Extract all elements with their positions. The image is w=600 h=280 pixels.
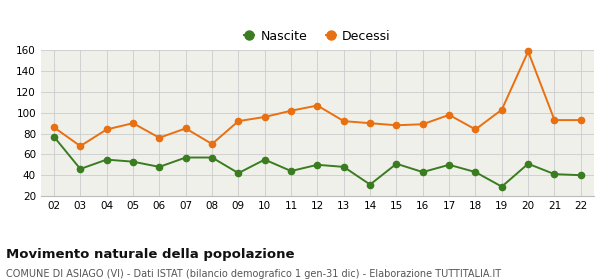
Nascite	[261, 158, 268, 161]
Decessi	[577, 118, 584, 122]
Decessi	[77, 144, 84, 148]
Nascite	[551, 172, 558, 176]
Nascite	[446, 163, 453, 167]
Text: COMUNE DI ASIAGO (VI) - Dati ISTAT (bilancio demografico 1 gen-31 dic) - Elabora: COMUNE DI ASIAGO (VI) - Dati ISTAT (bila…	[6, 269, 501, 279]
Decessi	[393, 123, 400, 127]
Nascite	[235, 171, 242, 175]
Nascite	[208, 156, 215, 159]
Decessi	[235, 120, 242, 123]
Decessi	[551, 118, 558, 122]
Decessi	[50, 126, 58, 129]
Nascite	[50, 135, 58, 138]
Nascite	[419, 171, 427, 174]
Line: Nascite: Nascite	[51, 134, 584, 190]
Nascite	[77, 167, 84, 171]
Decessi	[524, 50, 532, 53]
Nascite	[577, 174, 584, 177]
Nascite	[472, 171, 479, 174]
Nascite	[367, 183, 374, 186]
Decessi	[419, 123, 427, 126]
Legend: Nascite, Decessi: Nascite, Decessi	[239, 25, 396, 48]
Nascite	[498, 185, 505, 188]
Nascite	[287, 169, 295, 173]
Nascite	[314, 163, 321, 167]
Nascite	[524, 162, 532, 165]
Nascite	[130, 160, 137, 163]
Nascite	[182, 156, 189, 159]
Nascite	[340, 165, 347, 169]
Line: Decessi: Decessi	[51, 48, 584, 149]
Decessi	[182, 127, 189, 130]
Decessi	[367, 122, 374, 125]
Decessi	[130, 122, 137, 125]
Decessi	[287, 109, 295, 112]
Decessi	[208, 142, 215, 146]
Text: Movimento naturale della popolazione: Movimento naturale della popolazione	[6, 248, 295, 261]
Decessi	[340, 120, 347, 123]
Decessi	[472, 128, 479, 131]
Decessi	[103, 128, 110, 131]
Nascite	[393, 162, 400, 165]
Decessi	[261, 115, 268, 119]
Decessi	[314, 104, 321, 107]
Nascite	[156, 165, 163, 169]
Decessi	[446, 113, 453, 116]
Nascite	[103, 158, 110, 161]
Decessi	[156, 136, 163, 139]
Decessi	[498, 108, 505, 111]
